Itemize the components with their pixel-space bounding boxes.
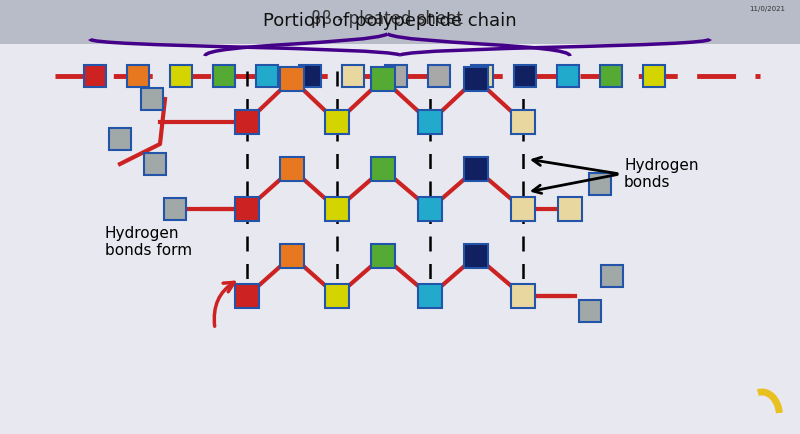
FancyBboxPatch shape <box>589 173 611 195</box>
FancyBboxPatch shape <box>280 157 304 181</box>
Text: Portion of polypeptide chain: Portion of polypeptide chain <box>263 12 517 30</box>
FancyBboxPatch shape <box>371 67 395 91</box>
FancyBboxPatch shape <box>511 284 535 308</box>
FancyBboxPatch shape <box>428 65 450 87</box>
FancyBboxPatch shape <box>601 265 623 287</box>
Text: ββ - pleated sheet: ββ - pleated sheet <box>311 10 463 28</box>
FancyBboxPatch shape <box>141 88 163 110</box>
Text: Hydrogen
bonds form: Hydrogen bonds form <box>105 226 192 258</box>
FancyBboxPatch shape <box>558 197 582 221</box>
FancyBboxPatch shape <box>511 110 535 134</box>
FancyBboxPatch shape <box>109 128 131 150</box>
FancyBboxPatch shape <box>299 65 321 87</box>
FancyBboxPatch shape <box>600 65 622 87</box>
FancyBboxPatch shape <box>342 65 364 87</box>
FancyBboxPatch shape <box>144 153 166 175</box>
Text: Hydrogen
bonds: Hydrogen bonds <box>624 158 698 190</box>
FancyBboxPatch shape <box>213 65 235 87</box>
FancyBboxPatch shape <box>325 197 349 221</box>
FancyBboxPatch shape <box>579 300 601 322</box>
FancyBboxPatch shape <box>464 67 488 91</box>
FancyBboxPatch shape <box>557 65 579 87</box>
FancyBboxPatch shape <box>325 110 349 134</box>
FancyBboxPatch shape <box>643 65 665 87</box>
FancyBboxPatch shape <box>325 284 349 308</box>
FancyBboxPatch shape <box>371 157 395 181</box>
FancyBboxPatch shape <box>464 157 488 181</box>
Text: 11/0/2021: 11/0/2021 <box>749 6 785 12</box>
FancyBboxPatch shape <box>170 65 192 87</box>
FancyBboxPatch shape <box>511 197 535 221</box>
FancyBboxPatch shape <box>280 67 304 91</box>
FancyBboxPatch shape <box>471 65 493 87</box>
FancyBboxPatch shape <box>464 244 488 268</box>
FancyBboxPatch shape <box>418 110 442 134</box>
FancyBboxPatch shape <box>235 197 259 221</box>
FancyBboxPatch shape <box>0 44 800 434</box>
FancyBboxPatch shape <box>256 65 278 87</box>
FancyBboxPatch shape <box>371 244 395 268</box>
FancyBboxPatch shape <box>235 110 259 134</box>
FancyBboxPatch shape <box>385 65 407 87</box>
FancyBboxPatch shape <box>418 284 442 308</box>
FancyBboxPatch shape <box>235 284 259 308</box>
FancyBboxPatch shape <box>280 244 304 268</box>
FancyBboxPatch shape <box>127 65 149 87</box>
FancyBboxPatch shape <box>84 65 106 87</box>
FancyBboxPatch shape <box>164 198 186 220</box>
FancyBboxPatch shape <box>514 65 536 87</box>
FancyBboxPatch shape <box>0 0 800 44</box>
FancyBboxPatch shape <box>418 197 442 221</box>
